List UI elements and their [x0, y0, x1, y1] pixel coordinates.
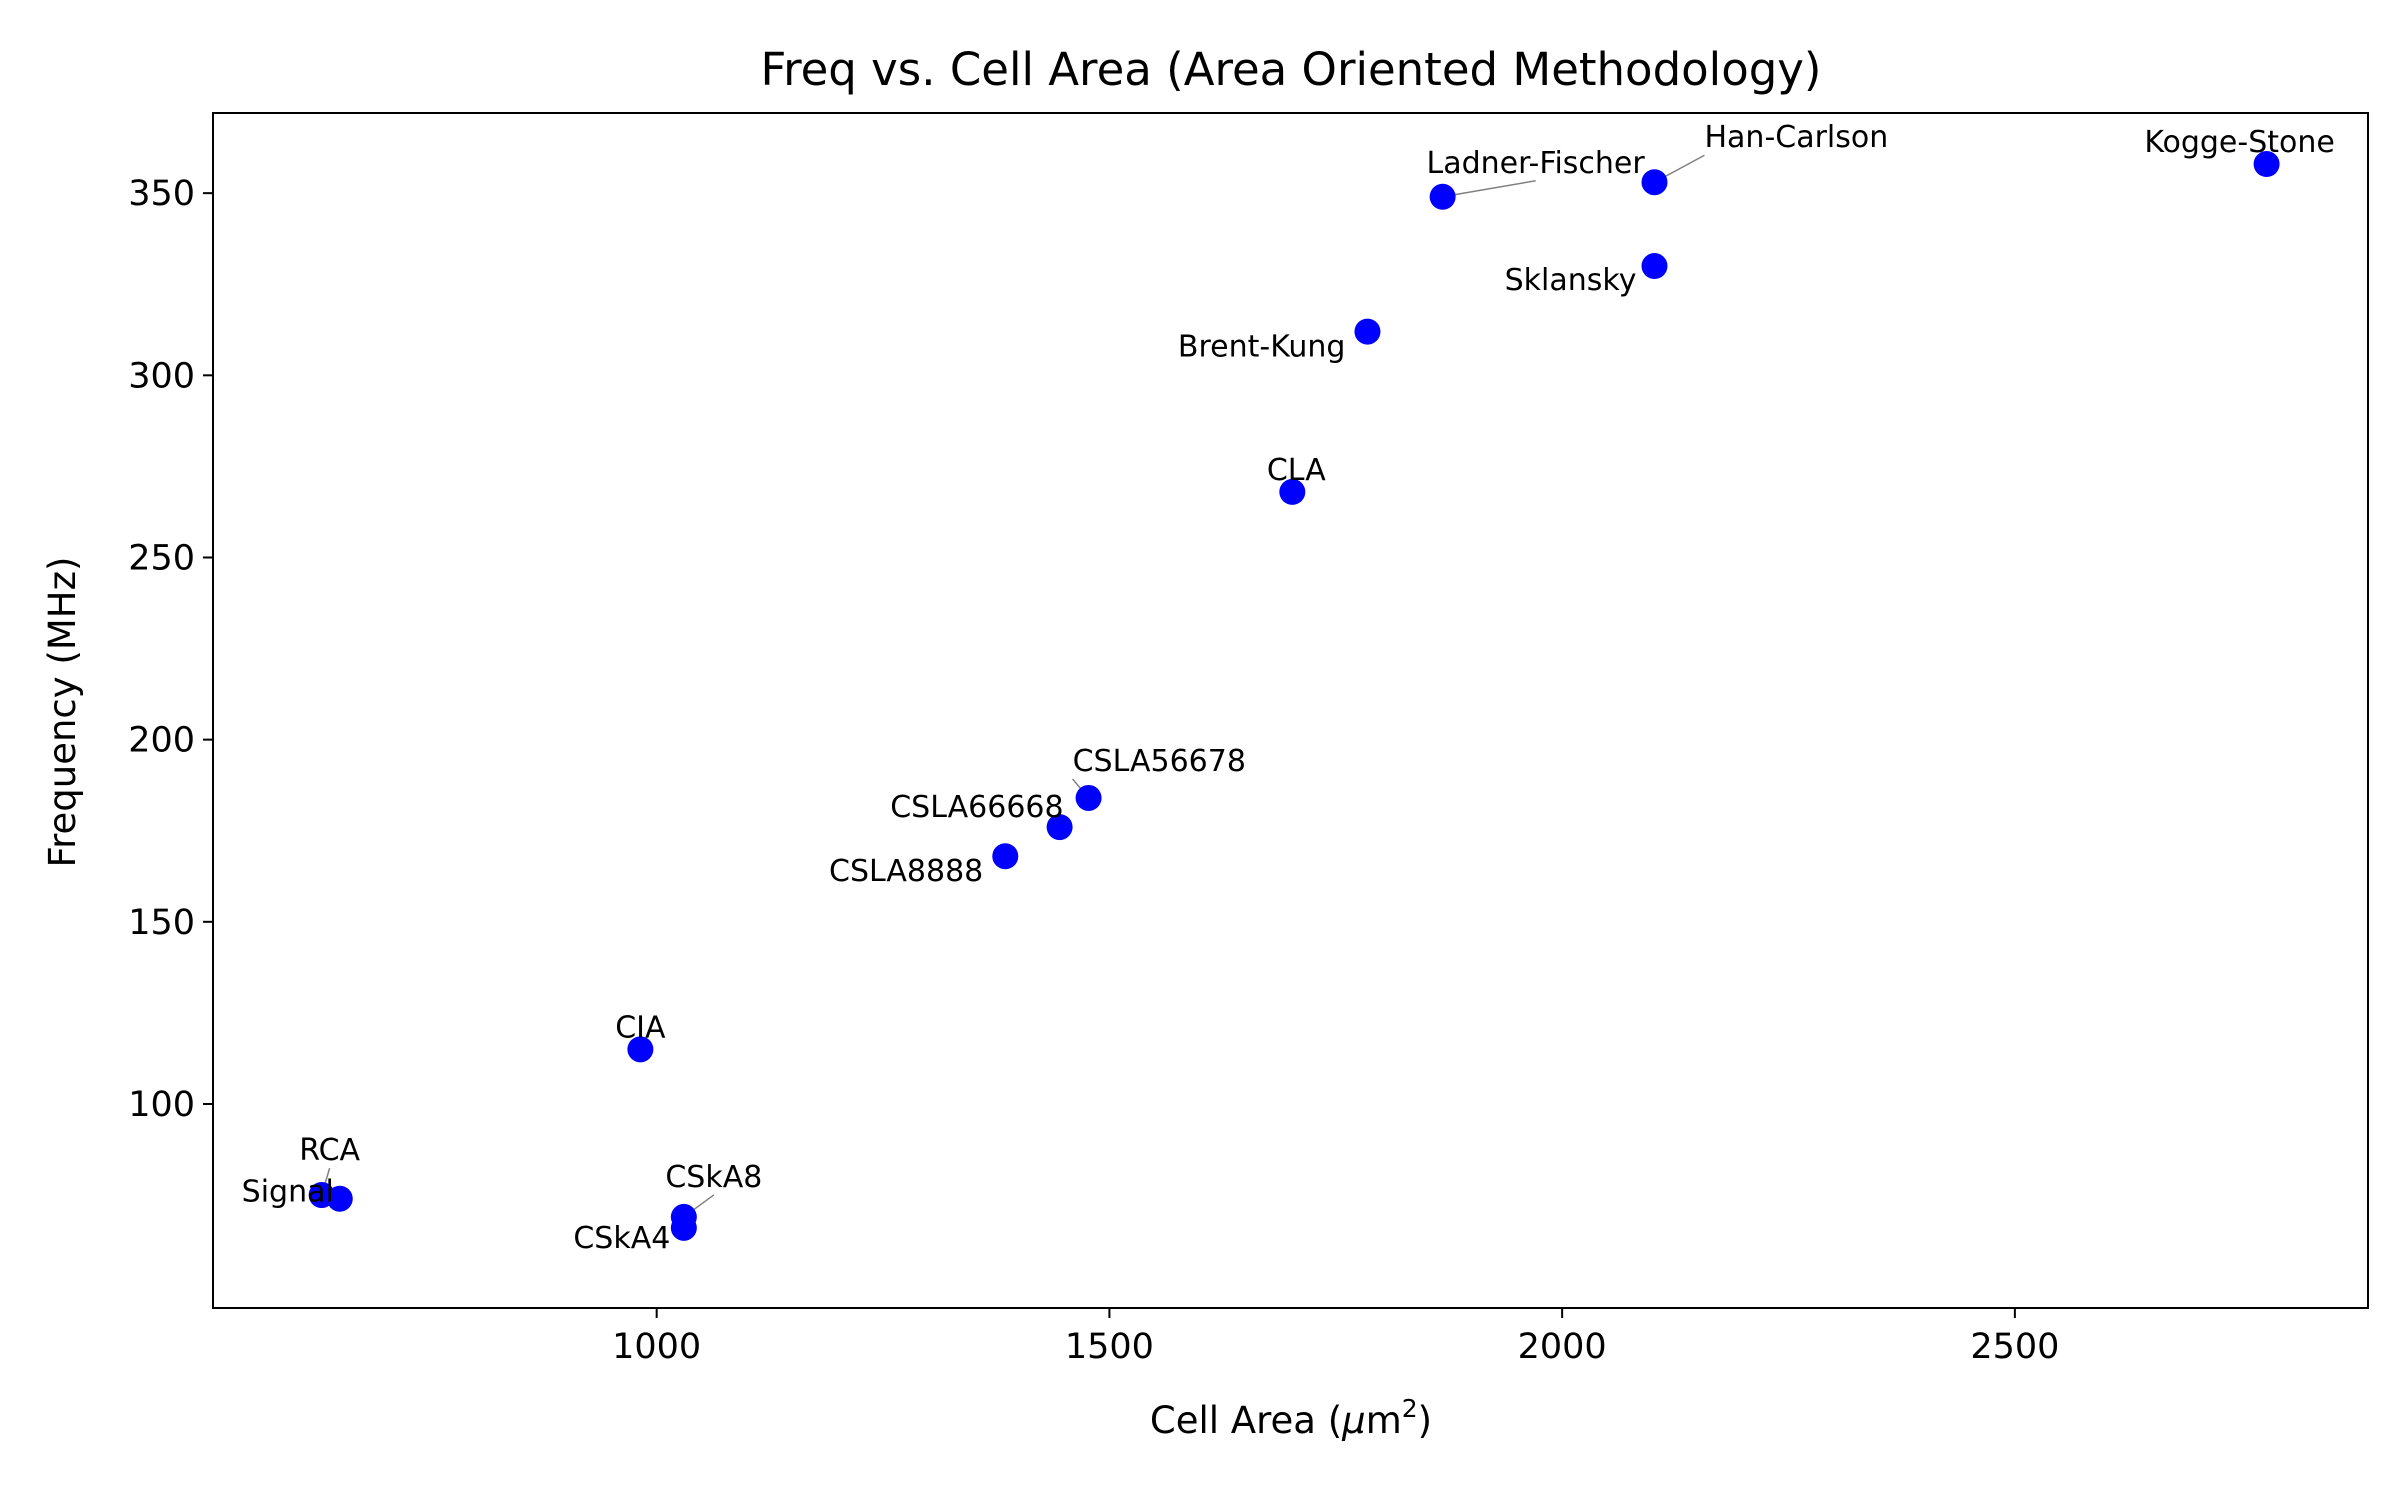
- point-label-csla56678: CSLA56678: [1073, 744, 1246, 779]
- point-label-cia: CIA: [615, 1010, 666, 1045]
- marks-layer: RCA Signal CIA CSkA8 CSkA4 CSLA8888 CSLA66668 C…: [242, 120, 2335, 1256]
- point-han-carlson: [1641, 169, 1668, 196]
- x-axis-label-prefix: Cell Area (: [1150, 1399, 1342, 1442]
- x-axis-label-superscript: 2: [1402, 1394, 1418, 1423]
- chart-title: Freq vs. Cell Area (Area Oriented Method…: [761, 43, 1822, 96]
- x-tick-label: 2000: [1518, 1327, 1607, 1367]
- x-tick-label: 1500: [1065, 1327, 1154, 1367]
- point-cla: [1279, 478, 1306, 505]
- point-csla66668: [1046, 814, 1073, 841]
- y-axis-ticks: 100 150 200 250 300 350: [128, 174, 213, 1125]
- y-tick-label: 300: [128, 356, 195, 396]
- y-tick-label: 200: [128, 721, 195, 761]
- point-label-han-carlson: Han-Carlson: [1704, 120, 1888, 155]
- point-label-ladner-fischer: Ladner-Fischer: [1427, 146, 1646, 181]
- point-label-cla: CLA: [1267, 453, 1326, 488]
- point-ladner-fischer: [1429, 183, 1456, 210]
- x-axis-ticks: 1000 1500 2000 2500: [612, 1308, 2059, 1367]
- point-brent-kung: [1354, 318, 1381, 345]
- y-tick-label: 150: [128, 903, 195, 943]
- point-sklansky: [1641, 253, 1668, 280]
- y-tick-label: 100: [128, 1085, 195, 1125]
- point-label-brent-kung: Brent-Kung: [1178, 330, 1346, 365]
- plot-area: RCA Signal CIA CSkA8 CSkA4 CSLA8888 CSLA66668 C…: [212, 112, 2369, 1309]
- leader-line-ladner-fischer: [1442, 180, 1536, 198]
- point-kogge-stone: [2253, 151, 2280, 178]
- point-csla56678: [1075, 784, 1102, 811]
- point-label-sklansky: Sklansky: [1505, 263, 1637, 298]
- point-label-csla66668: CSLA66668: [890, 790, 1063, 825]
- point-label-signal: Signal: [242, 1175, 334, 1210]
- x-axis-label-mu: μ: [1341, 1399, 1366, 1442]
- point-label-csla8888: CSLA8888: [829, 854, 983, 889]
- y-tick-label: 350: [128, 174, 195, 214]
- point-signal: [326, 1185, 353, 1212]
- x-tick-label: 1000: [612, 1327, 701, 1367]
- point-csla8888: [992, 843, 1019, 870]
- x-axis-label-suffix: ): [1418, 1399, 1432, 1442]
- point-cia: [627, 1036, 654, 1063]
- point-label-kogge-stone: Kogge-Stone: [2144, 125, 2335, 160]
- x-tick-label: 2500: [1970, 1327, 2059, 1367]
- y-axis-label: Frequency (MHz): [41, 557, 84, 868]
- point-label-rca: RCA: [299, 1133, 360, 1168]
- y-tick-label: 250: [128, 538, 195, 578]
- x-axis-label-unit: m: [1366, 1399, 1402, 1442]
- point-cska4: [670, 1214, 697, 1241]
- x-axis-label: Cell Area (μm2): [1150, 1394, 1432, 1442]
- plot-frame: [212, 112, 2369, 1309]
- point-label-cska8: CSkA8: [665, 1160, 762, 1195]
- point-label-cska4: CSkA4: [573, 1221, 670, 1256]
